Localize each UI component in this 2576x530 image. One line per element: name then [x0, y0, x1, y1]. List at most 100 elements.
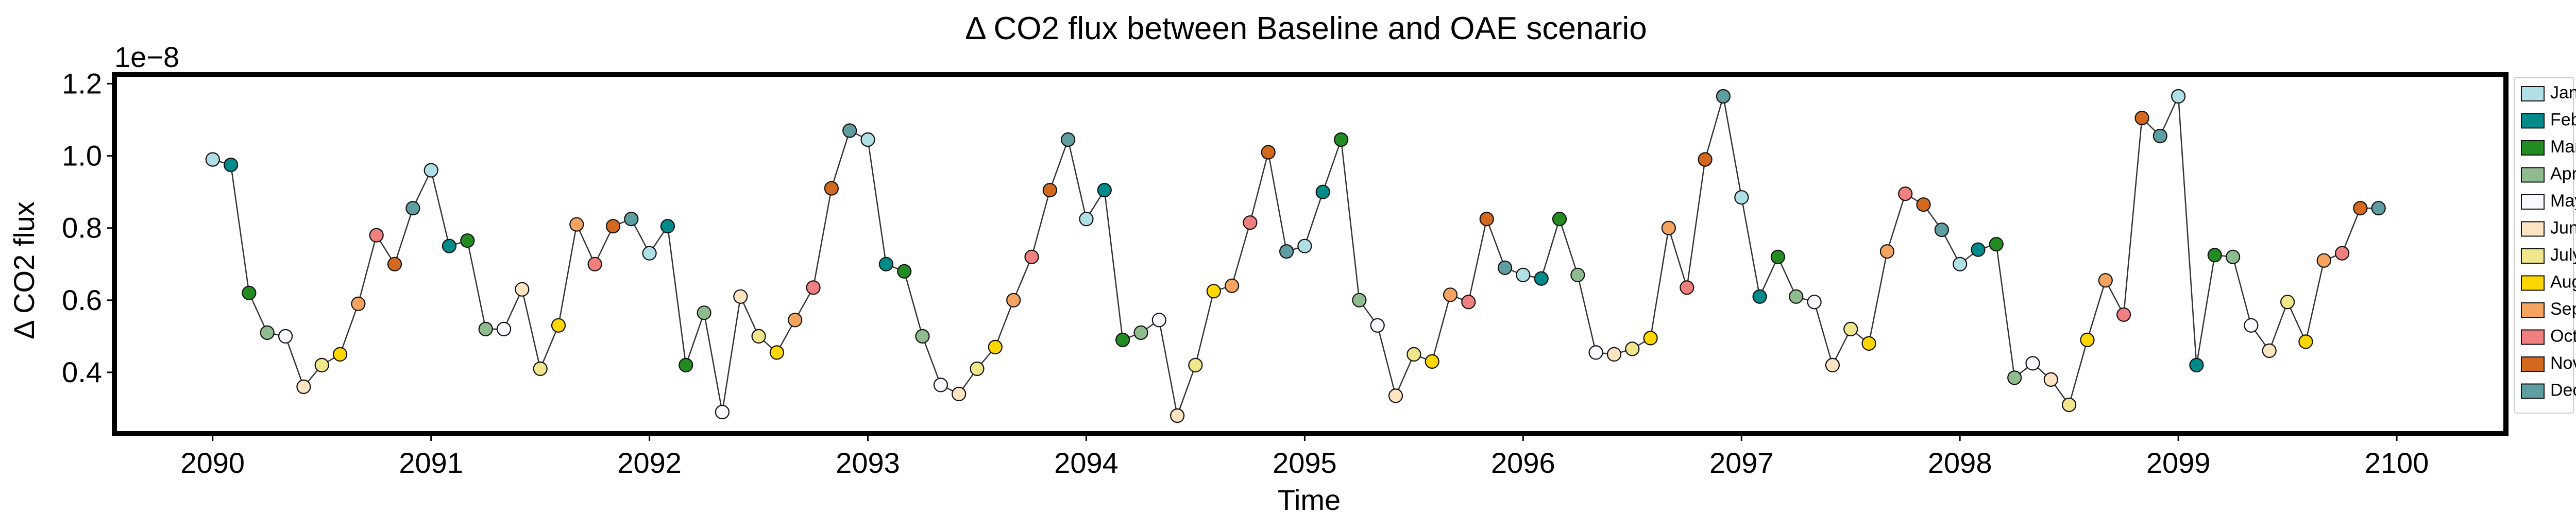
data-point-2098-feb — [1972, 243, 1985, 257]
x-tick-label: 2093 — [836, 447, 900, 479]
data-point-2096-dec — [1717, 90, 1730, 103]
legend-label-feb: Feb — [2550, 110, 2576, 130]
y-axis-label: Δ CO2 flux — [8, 201, 40, 339]
legend-swatch-may — [2521, 195, 2544, 209]
data-point-2092-mar — [679, 358, 692, 372]
data-point-2090-sept — [351, 297, 365, 311]
data-point-2090-oct — [370, 229, 383, 242]
data-point-2092-june — [734, 290, 747, 303]
legend-swatch-apr — [2521, 168, 2544, 182]
data-point-2098-sept — [2099, 273, 2112, 287]
data-point-2099-may — [2244, 319, 2258, 332]
data-point-2099-feb — [2190, 358, 2203, 372]
data-point-2090-mar — [242, 286, 256, 300]
chart-title: Δ CO2 flux between Baseline and OAE scen… — [965, 11, 1647, 46]
data-point-2093-apr — [916, 330, 929, 343]
data-point-2095-june — [1389, 389, 1402, 402]
data-point-2094-aug — [1207, 284, 1221, 298]
legend-swatch-july — [2521, 249, 2544, 263]
x-tick-label: 2099 — [2146, 447, 2211, 479]
data-point-2090-aug — [333, 348, 347, 361]
data-point-2096-may — [1589, 346, 1603, 359]
data-point-2091-sept — [570, 218, 583, 231]
legend-label-nov: Nov — [2550, 353, 2576, 373]
legend-label-july: July — [2550, 245, 2576, 265]
data-point-2090-july — [315, 358, 329, 372]
data-point-2094-nov — [1262, 146, 1275, 159]
data-point-2091-aug — [552, 319, 565, 332]
data-point-2096-sept — [1662, 221, 1675, 235]
legend-swatch-mar — [2521, 141, 2544, 155]
data-point-2093-dec — [1061, 133, 1075, 146]
data-point-2095-feb — [1316, 185, 1330, 199]
data-point-2093-may — [934, 378, 947, 391]
data-point-2092-dec — [843, 124, 856, 138]
data-point-2099-apr — [2226, 250, 2240, 264]
data-point-2093-feb — [879, 258, 893, 271]
data-point-2094-dec — [1280, 245, 1293, 258]
legend-label-jan: Jan — [2550, 83, 2576, 102]
data-point-2098-jan — [1953, 258, 1967, 271]
data-point-2099-sept — [2317, 254, 2331, 267]
y-tick-label: 0.8 — [62, 212, 102, 244]
data-point-2093-jan — [861, 133, 875, 146]
legend-swatch-june — [2521, 222, 2544, 236]
data-point-2096-june — [1607, 348, 1621, 361]
data-point-2099-july — [2281, 295, 2294, 309]
data-point-2095-mar — [1334, 133, 1348, 146]
x-tick-label: 2100 — [2365, 447, 2429, 479]
data-point-2097-may — [1808, 295, 1821, 309]
y-tick-label: 0.4 — [62, 356, 102, 388]
data-point-2097-nov — [1917, 198, 1930, 211]
data-point-2098-aug — [2081, 333, 2094, 347]
data-point-2097-oct — [1899, 187, 1912, 200]
data-point-2095-may — [1371, 319, 1384, 332]
x-tick-label: 2092 — [617, 447, 682, 479]
data-point-2093-oct — [1025, 250, 1039, 264]
data-point-2093-june — [952, 387, 965, 401]
data-point-2091-july — [534, 362, 547, 375]
data-point-2098-july — [2062, 398, 2076, 412]
legend-label-sept: Sept — [2550, 299, 2576, 319]
data-point-2094-jan — [1080, 212, 1093, 226]
data-point-2094-mar — [1116, 333, 1129, 347]
data-point-2097-dec — [1935, 223, 1948, 236]
data-point-2090-nov — [388, 258, 401, 271]
data-point-2095-nov — [1480, 212, 1494, 226]
data-point-2090-apr — [261, 326, 274, 339]
data-point-2091-oct — [588, 258, 602, 271]
legend-swatch-sept — [2521, 303, 2544, 317]
data-point-2094-sept — [1225, 279, 1239, 293]
x-tick-label: 2091 — [399, 447, 463, 479]
y-offset-label: 1e−8 — [114, 41, 179, 73]
legend-label-may: May — [2550, 191, 2576, 211]
data-point-2098-nov — [2136, 111, 2149, 125]
x-tick-label: 2096 — [1491, 447, 1555, 479]
legend-swatch-feb — [2521, 114, 2544, 128]
data-point-2097-mar — [1771, 250, 1785, 264]
data-point-2091-mar — [461, 234, 474, 247]
data-point-2096-apr — [1571, 268, 1584, 282]
data-point-2096-aug — [1644, 331, 1657, 345]
data-point-2097-july — [1844, 322, 1857, 336]
data-point-2095-dec — [1498, 261, 1512, 275]
data-point-2094-feb — [1098, 183, 1111, 197]
data-point-2098-apr — [2008, 371, 2021, 384]
data-point-2098-oct — [2117, 308, 2130, 321]
data-point-2095-apr — [1352, 294, 1366, 307]
data-point-2092-nov — [825, 182, 838, 195]
data-point-2097-jan — [1735, 191, 1748, 204]
data-point-2092-oct — [807, 281, 820, 294]
legend-swatch-dec — [2521, 384, 2544, 399]
data-point-2091-feb — [443, 240, 456, 253]
data-point-2093-july — [971, 362, 984, 375]
data-point-2095-sept — [1444, 288, 1457, 301]
data-point-2092-jan — [643, 247, 656, 260]
x-tick-label: 2090 — [180, 447, 245, 479]
data-point-2099-aug — [2299, 335, 2312, 348]
data-point-2090-dec — [406, 201, 419, 215]
data-point-2096-nov — [1699, 153, 1712, 166]
x-tick-label: 2097 — [1709, 447, 1774, 479]
data-point-2092-july — [752, 330, 766, 343]
data-point-2095-aug — [1426, 355, 1439, 368]
